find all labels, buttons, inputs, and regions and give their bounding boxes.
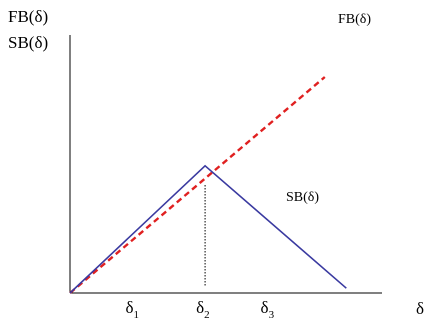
- x-tick-labels: δ1 δ2 δ3: [125, 298, 274, 321]
- series: [69, 76, 347, 294]
- axes: [69, 35, 382, 294]
- y-axis-label-fb: FB(δ): [8, 7, 48, 26]
- x-tick-label-2: δ2: [196, 298, 210, 321]
- sb-series-line: [69, 164, 347, 294]
- fb-series-label: FB(δ): [338, 12, 371, 27]
- x-axis-label: δ: [416, 299, 424, 318]
- x-tick-label-3: δ3: [261, 298, 275, 321]
- fb-series-line: [69, 76, 326, 294]
- sb-series-label: SB(δ): [286, 190, 319, 205]
- x-tick-label-1: δ1: [125, 298, 139, 321]
- y-axis-label-sb: SB(δ): [8, 33, 48, 52]
